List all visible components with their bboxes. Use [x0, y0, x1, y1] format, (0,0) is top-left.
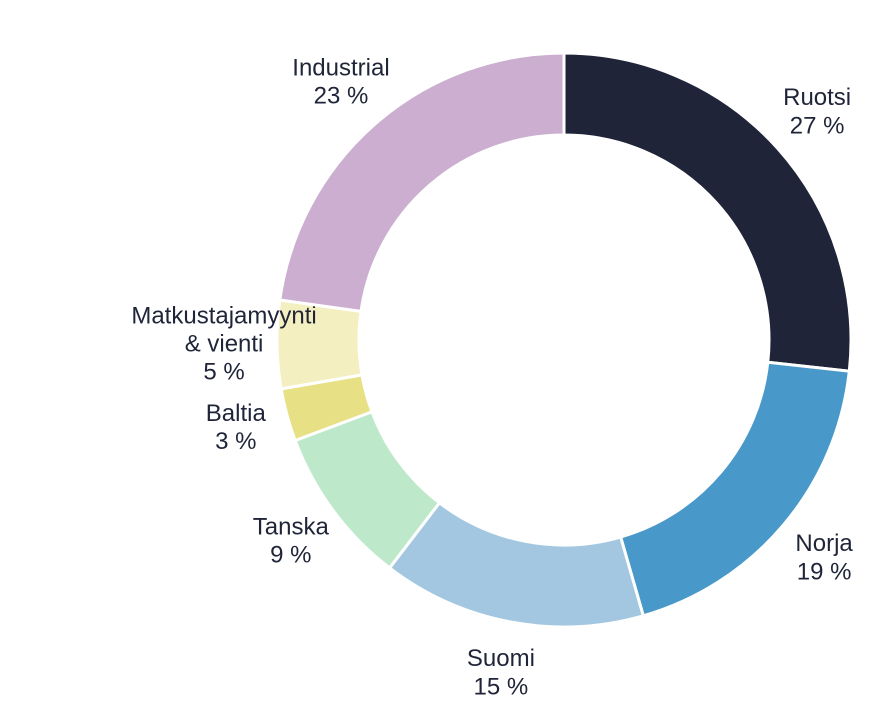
label-line: Ruotsi: [783, 84, 851, 111]
value-label: 5 %: [203, 359, 244, 386]
slice-label: Matkustajamyynti & vienti: [131, 303, 316, 358]
donut-slice: [562, 51, 853, 373]
value-label: 9 %: [270, 542, 311, 569]
label-line: Matkustajamyynti: [131, 303, 316, 330]
value-label: 23 %: [314, 83, 369, 110]
donut-slice: [278, 51, 566, 314]
value-label: 3 %: [215, 428, 256, 455]
value-label: 19 %: [797, 558, 852, 585]
label-line: & vienti: [185, 331, 264, 358]
label-line: Tanska: [253, 514, 330, 541]
slice-label: Tanska: [253, 514, 330, 541]
label-line: Norja: [795, 530, 853, 557]
label-line: Industrial: [292, 55, 389, 82]
slice-label: Ruotsi: [783, 84, 851, 111]
label-line: Suomi: [467, 645, 535, 672]
slice-label: Suomi: [467, 645, 535, 672]
slice-label: Industrial: [292, 55, 389, 82]
value-label: 27 %: [790, 112, 845, 139]
slice-label: Baltia: [206, 400, 267, 427]
donut-slice: [387, 500, 646, 629]
label-line: Baltia: [206, 400, 267, 427]
slice-label: Norja: [795, 530, 853, 557]
value-label: 15 %: [474, 673, 529, 700]
